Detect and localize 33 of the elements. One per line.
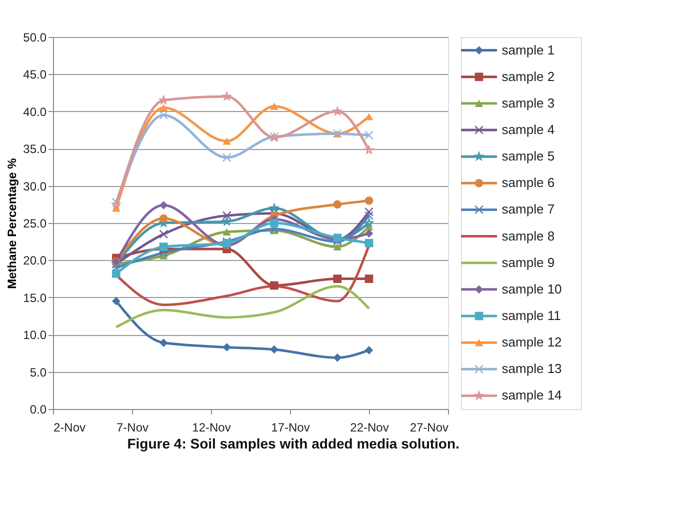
legend-label: sample 8 xyxy=(502,228,555,244)
legend-label: sample 13 xyxy=(502,361,562,376)
legend-label: sample 4 xyxy=(502,122,555,137)
legend-label: sample 7 xyxy=(502,202,555,217)
legend-label: sample 2 xyxy=(502,68,555,84)
legend-label: sample 12 xyxy=(502,334,562,350)
x-tick-label: 27-Nov xyxy=(410,420,448,434)
y-tick-label: 50.0 xyxy=(23,30,47,44)
y-tick-label: 0.0 xyxy=(30,402,47,416)
legend-label: sample 11 xyxy=(502,308,561,323)
y-tick-label: 10.0 xyxy=(23,328,47,342)
x-tick-label: 17-Nov xyxy=(271,420,310,434)
legend-label: sample 3 xyxy=(502,95,555,110)
legend-label: sample 1 xyxy=(502,42,555,58)
y-tick-label: 15.0 xyxy=(23,290,47,305)
legend-label: sample 10 xyxy=(502,281,562,296)
legend-label: sample 14 xyxy=(502,388,562,403)
x-tick-label: 12-Nov xyxy=(192,420,231,434)
y-tick-label: 45.0 xyxy=(23,68,47,82)
y-tick-label: 35.0 xyxy=(23,142,47,156)
y-tick-label: 30.0 xyxy=(23,179,47,194)
y-tick-label: 40.0 xyxy=(23,104,47,119)
x-tick-label: 7-Nov xyxy=(116,420,149,434)
y-tick-label: 25.0 xyxy=(23,216,47,230)
y-tick-label: 20.0 xyxy=(23,254,47,268)
legend-label: sample 5 xyxy=(502,148,555,164)
legend-label: sample 9 xyxy=(502,254,555,270)
x-tick-label: 2-Nov xyxy=(54,420,86,434)
y-axis-title: Methane Percentage % xyxy=(5,158,20,289)
y-tick-label: 5.0 xyxy=(30,365,47,380)
x-tick-label: 22-Nov xyxy=(350,420,389,434)
text: Figure 4: Soil samples with added media solution. xyxy=(127,436,460,452)
legend-label: sample 6 xyxy=(502,175,555,190)
